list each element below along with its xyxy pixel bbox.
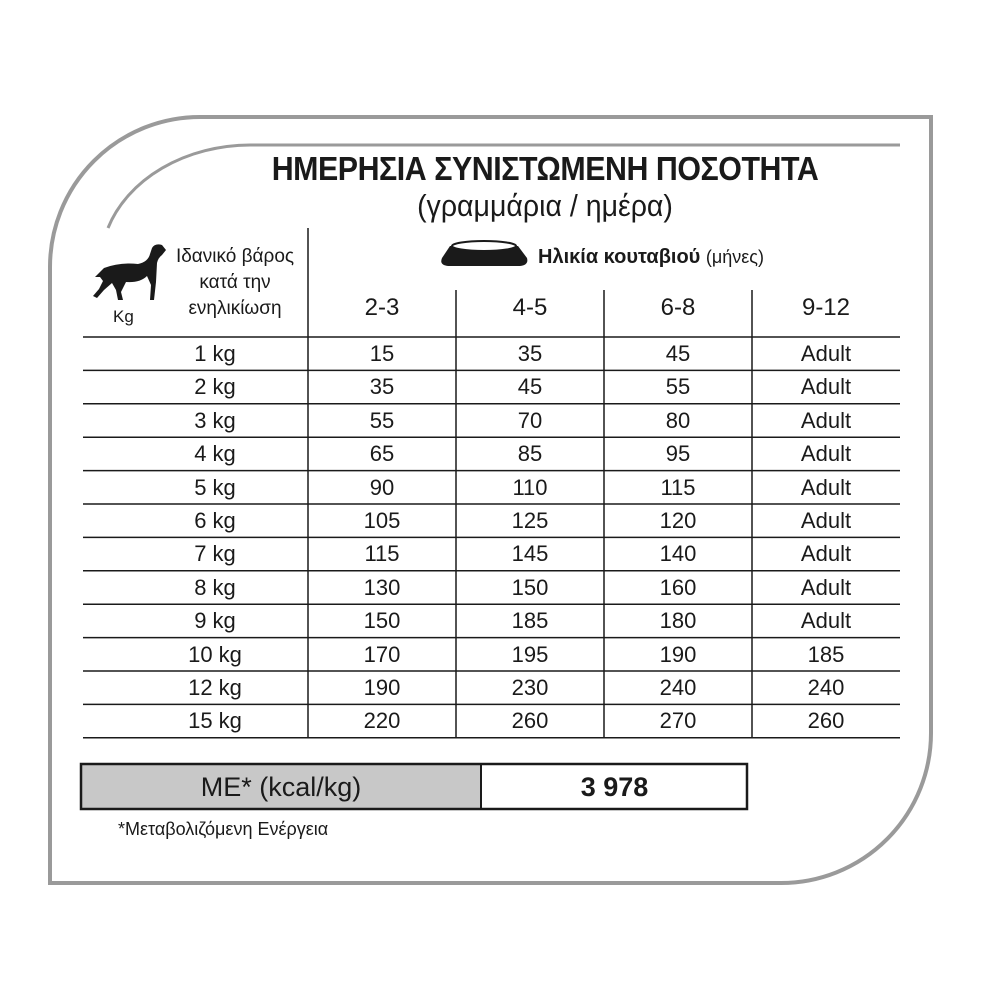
amount-cell: 185 bbox=[511, 608, 549, 634]
column-header: 2-3 bbox=[364, 294, 400, 321]
amount-cell: 140 bbox=[659, 541, 697, 567]
age-header-unit: (μήνες) bbox=[705, 247, 764, 267]
amount-cell: Adult bbox=[800, 407, 852, 433]
age-header-label: Ηλικία κουταβιού bbox=[538, 246, 701, 268]
amount-cell: 85 bbox=[517, 441, 543, 467]
amount-cell: 270 bbox=[659, 708, 697, 734]
column-header: 4-5 bbox=[512, 294, 548, 321]
weight-unit: Kg bbox=[113, 307, 134, 326]
amount-cell: 190 bbox=[659, 641, 697, 667]
amount-cell: Adult bbox=[800, 474, 852, 500]
footnote: *Μεταβολιζόμενη Ενέργεια bbox=[118, 819, 329, 839]
energy-value: 3 978 bbox=[580, 772, 649, 802]
amount-cell: 120 bbox=[659, 508, 697, 533]
amount-cell: 105 bbox=[363, 508, 401, 533]
me-label-background bbox=[81, 764, 481, 809]
column-header: 9-12 bbox=[801, 294, 851, 321]
amount-cell: 80 bbox=[665, 407, 691, 433]
amount-cell: Adult bbox=[800, 608, 852, 634]
amount-cell: 35 bbox=[369, 374, 395, 400]
age-header: Ηλικία κουταβιού (μήνες) bbox=[538, 246, 764, 269]
weight-cell: 9 kg bbox=[194, 608, 236, 634]
amount-cell: 195 bbox=[511, 641, 549, 667]
dog-icon bbox=[93, 244, 166, 300]
amount-cell: 240 bbox=[659, 675, 697, 700]
me-box-border bbox=[79, 762, 749, 811]
weight-cell: 7 kg bbox=[194, 541, 236, 567]
amount-cell: 170 bbox=[363, 641, 401, 667]
weight-cell: 15 kg bbox=[188, 708, 242, 734]
amount-cell: 35 bbox=[517, 341, 543, 366]
weight-header-label: Ιδανικό βάρος κατά την ενηλικίωση bbox=[160, 244, 310, 322]
amount-cell: Adult bbox=[800, 541, 852, 567]
amount-cell: 130 bbox=[363, 574, 401, 600]
amount-cell: 145 bbox=[511, 541, 549, 567]
weight-cell: 12 kg bbox=[188, 675, 242, 700]
amount-cell: Adult bbox=[800, 441, 852, 467]
weight-header-line: Ιδανικό βάρος bbox=[175, 246, 295, 267]
amount-cell: 110 bbox=[512, 474, 548, 500]
weight-cell: 10 kg bbox=[188, 641, 242, 667]
weight-cell: 1 kg bbox=[194, 341, 236, 366]
outer-frame bbox=[48, 115, 933, 885]
amount-cell: 90 bbox=[369, 474, 395, 500]
amount-cell: 230 bbox=[511, 675, 549, 700]
table-grid bbox=[83, 228, 900, 739]
page-subtitle: (γραμμάρια / ημέρα) bbox=[417, 188, 673, 223]
amount-cell: 70 bbox=[517, 407, 543, 433]
energy-label: ME* (kcal/kg) bbox=[200, 772, 362, 802]
amount-cell: 185 bbox=[807, 641, 845, 667]
column-header: 6-8 bbox=[660, 294, 696, 321]
weight-cell: 4 kg bbox=[194, 441, 236, 467]
amount-cell: 115 bbox=[660, 474, 696, 500]
amount-cell: 55 bbox=[369, 407, 395, 433]
amount-cell: Adult bbox=[800, 341, 852, 366]
page-title: ΗΜΕΡΗΣΙΑ ΣΥΝΙΣΤΩΜΕΝΗ ΠΟΣΟΤΗΤΑ bbox=[271, 150, 819, 187]
amount-cell: 260 bbox=[511, 708, 549, 734]
inner-decorative-line bbox=[106, 143, 900, 229]
amount-cell: 190 bbox=[363, 675, 401, 700]
amount-cell: 95 bbox=[665, 441, 691, 467]
weight-header-line: ενηλικίωση bbox=[188, 298, 282, 319]
weight-cell: 8 kg bbox=[194, 574, 236, 600]
amount-cell: 180 bbox=[659, 608, 697, 634]
amount-cell: 260 bbox=[807, 708, 845, 734]
amount-cell: 150 bbox=[511, 574, 549, 600]
amount-cell: 125 bbox=[511, 508, 549, 533]
amount-cell: Adult bbox=[800, 508, 852, 533]
amount-cell: 115 bbox=[364, 541, 400, 567]
amount-cell: 150 bbox=[363, 608, 401, 634]
amount-cell: 15 bbox=[369, 341, 395, 366]
amount-cell: 220 bbox=[363, 708, 401, 734]
amount-cell: 65 bbox=[369, 441, 395, 467]
amount-cell: Adult bbox=[800, 374, 852, 400]
amount-cell: 55 bbox=[665, 374, 691, 400]
amount-cell: Adult bbox=[800, 574, 852, 600]
amount-cell: 240 bbox=[807, 675, 845, 700]
weight-cell: 3 kg bbox=[194, 407, 236, 433]
weight-cell: 5 kg bbox=[194, 474, 236, 500]
amount-cell: 45 bbox=[517, 374, 543, 400]
weight-cell: 6 kg bbox=[194, 508, 236, 533]
amount-cell: 45 bbox=[665, 341, 691, 366]
bowl-icon bbox=[441, 240, 528, 266]
weight-header-line: κατά την bbox=[199, 272, 271, 293]
amount-cell: 160 bbox=[659, 574, 697, 600]
weight-cell: 2 kg bbox=[194, 374, 236, 400]
